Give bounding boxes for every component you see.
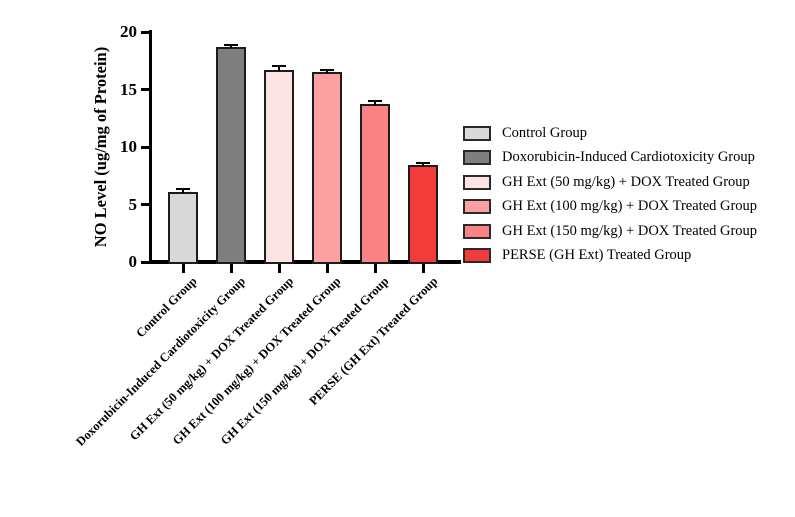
legend-swatch (463, 125, 491, 141)
legend-label: Control Group (502, 124, 587, 141)
error-bar-line (182, 187, 184, 193)
bar-2 (216, 46, 246, 264)
error-bar-line (422, 162, 424, 167)
error-bar-cap (320, 68, 334, 71)
x-axis-label: GH Ext (100 mg/kg) + DOX Treated Group (170, 274, 344, 448)
bar-3 (264, 69, 294, 264)
legend-swatch (463, 199, 491, 214)
y-tick-label: 10 (120, 137, 137, 156)
x-tick-mark (325, 264, 329, 273)
error-bar-cap (416, 162, 430, 165)
y-tick-mark (141, 260, 149, 264)
y-tick-mark (141, 145, 149, 149)
x-tick-mark (229, 264, 233, 273)
y-tick-mark (141, 203, 149, 206)
legend-label: Doxorubicin-Induced Cardiotoxicity Group (502, 149, 755, 165)
x-axis-label: Doxorubicin-Induced Cardiotoxicity Group (73, 274, 248, 449)
y-tick-label: 15 (120, 79, 137, 99)
error-bar-cap (176, 187, 190, 190)
legend-item: Doxorubicin-Induced Cardiotoxicity Group (463, 149, 757, 166)
bar-6 (408, 165, 438, 264)
error-bar-line (230, 43, 232, 48)
y-axis-line (149, 30, 152, 264)
legend-item: GH Ext (150 mg/kg) + DOX Treated Group (463, 223, 757, 239)
legend-label: GH Ext (100 mg/kg) + DOX Treated Group (502, 198, 758, 214)
x-tick-mark (277, 264, 281, 273)
legend-item: GH Ext (50 mg/kg) + DOX Treated Group (463, 174, 757, 190)
x-tick-mark (373, 264, 377, 273)
legend-label: PERSE (GH Ext) Treated Group (502, 247, 692, 263)
x-tick-mark (181, 264, 185, 273)
legend-swatch (463, 248, 491, 263)
legend-swatch (463, 150, 491, 165)
y-tick-mark (141, 30, 149, 34)
chart-legend: Control Group Doxorubicin-Induced Cardiot… (463, 125, 757, 272)
y-tick-mark (141, 88, 149, 91)
legend-label: GH Ext (150 mg/kg) + DOX Treated Group (502, 222, 758, 239)
legend-swatch (463, 223, 491, 239)
error-bar-cap (368, 100, 382, 103)
y-tick-label: 20 (120, 22, 137, 41)
legend-item: GH Ext (100 mg/kg) + DOX Treated Group (463, 198, 758, 215)
y-tick-label: 5 (128, 194, 138, 214)
x-axis-line (149, 260, 461, 264)
error-bar-cap (272, 64, 286, 67)
error-bar-cap (224, 43, 238, 46)
legend-item: Control Group (463, 125, 757, 141)
bar-1 (168, 191, 198, 264)
bar-4 (312, 72, 342, 264)
legend-swatch (463, 174, 491, 190)
legend-item: PERSE (GH Ext) Treated Group (463, 247, 757, 264)
error-bar-line (326, 68, 328, 74)
error-bar-line (374, 100, 376, 106)
error-bar-line (278, 64, 280, 71)
x-tick-mark (421, 264, 425, 273)
y-tick-label: 0 (128, 252, 138, 271)
bar-5 (360, 104, 390, 264)
legend-label: GH Ext (50 mg/kg) + DOX Treated Group (502, 173, 750, 190)
